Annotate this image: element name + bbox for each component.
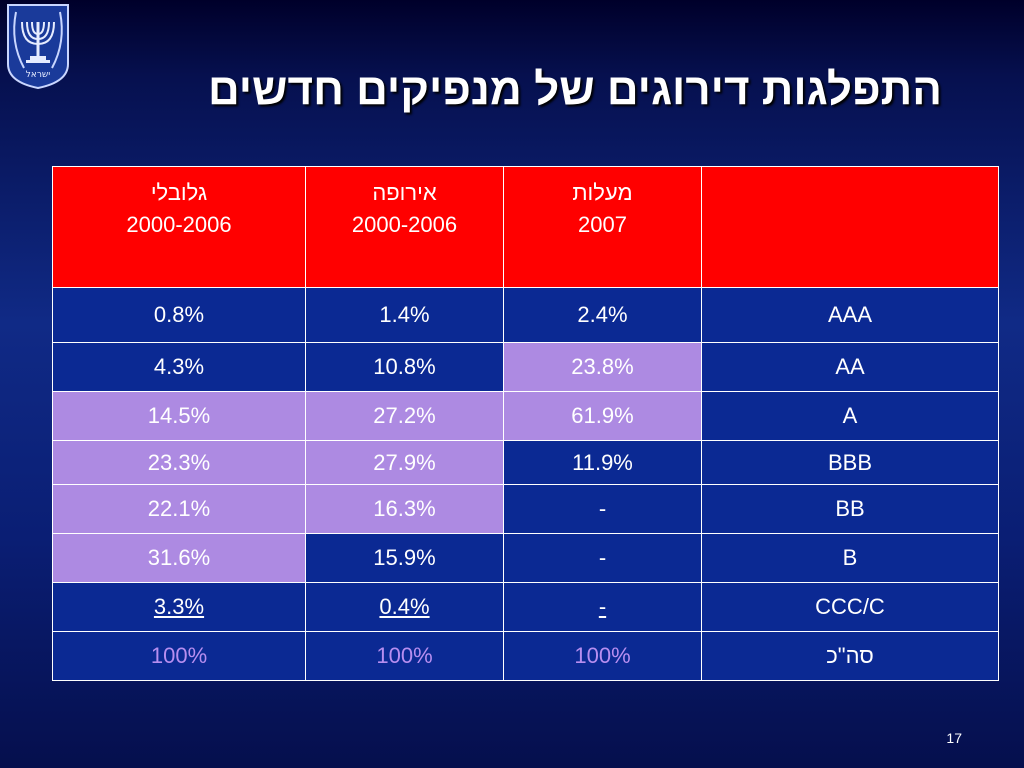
header-maalot: מעלות 2007 xyxy=(503,166,702,288)
cell-maalot: 11.9% xyxy=(503,440,702,485)
cell-global: 3.3% xyxy=(52,582,306,632)
cell-global: 4.3% xyxy=(52,342,306,392)
cell-maalot: 2.4% xyxy=(503,287,702,343)
cell-rating: CCC/C xyxy=(701,582,999,632)
cell-global: 14.5% xyxy=(52,391,306,441)
cell-europe: 10.8% xyxy=(305,342,504,392)
cell-global-total: 100% xyxy=(52,631,306,681)
cell-maalot: - xyxy=(503,582,702,632)
cell-maalot-total: 100% xyxy=(503,631,702,681)
cell-maalot: 61.9% xyxy=(503,391,702,441)
cell-europe: 27.2% xyxy=(305,391,504,441)
cell-rating: BBB xyxy=(701,440,999,485)
table-header-row: גלובלי 2000-2006 אירופה 2000-2006 מעלות … xyxy=(52,166,999,288)
cell-maalot: - xyxy=(503,533,702,583)
table-total-row: 100% 100% 100% סה"כ xyxy=(52,631,999,681)
cell-rating: BB xyxy=(701,484,999,534)
table-row: 4.3% 10.8% 23.8% AA xyxy=(52,342,999,392)
header-global: גלובלי 2000-2006 xyxy=(52,166,306,288)
cell-europe: 27.9% xyxy=(305,440,504,485)
table-row: 22.1% 16.3% - BB xyxy=(52,484,999,534)
cell-maalot: - xyxy=(503,484,702,534)
header-europe: אירופה 2000-2006 xyxy=(305,166,504,288)
state-of-israel-emblem-icon: ישראל xyxy=(7,4,69,90)
cell-maalot: 23.8% xyxy=(503,342,702,392)
page-number: 17 xyxy=(946,730,962,746)
cell-europe: 16.3% xyxy=(305,484,504,534)
emblem-label: ישראל xyxy=(26,70,51,80)
cell-europe-total: 100% xyxy=(305,631,504,681)
cell-rating: B xyxy=(701,533,999,583)
cell-global: 23.3% xyxy=(52,440,306,485)
header-rating xyxy=(701,166,999,288)
cell-global: 0.8% xyxy=(52,287,306,343)
cell-europe: 15.9% xyxy=(305,533,504,583)
slide-title: התפלגות דירוגים של מנפיקים חדשים xyxy=(207,65,942,114)
cell-rating: A xyxy=(701,391,999,441)
cell-global: 31.6% xyxy=(52,533,306,583)
cell-rating: AA xyxy=(701,342,999,392)
table-row: 0.8% 1.4% 2.4% AAA xyxy=(52,287,999,343)
table-row: 23.3% 27.9% 11.9% BBB xyxy=(52,440,999,485)
cell-rating: AAA xyxy=(701,287,999,343)
ratings-table: גלובלי 2000-2006 אירופה 2000-2006 מעלות … xyxy=(52,166,999,681)
cell-europe: 1.4% xyxy=(305,287,504,343)
table-row: 3.3% 0.4% - CCC/C xyxy=(52,582,999,632)
table-row: 31.6% 15.9% - B xyxy=(52,533,999,583)
cell-global: 22.1% xyxy=(52,484,306,534)
cell-europe: 0.4% xyxy=(305,582,504,632)
cell-total-label: סה"כ xyxy=(701,631,999,681)
table-row: 14.5% 27.2% 61.9% A xyxy=(52,391,999,441)
